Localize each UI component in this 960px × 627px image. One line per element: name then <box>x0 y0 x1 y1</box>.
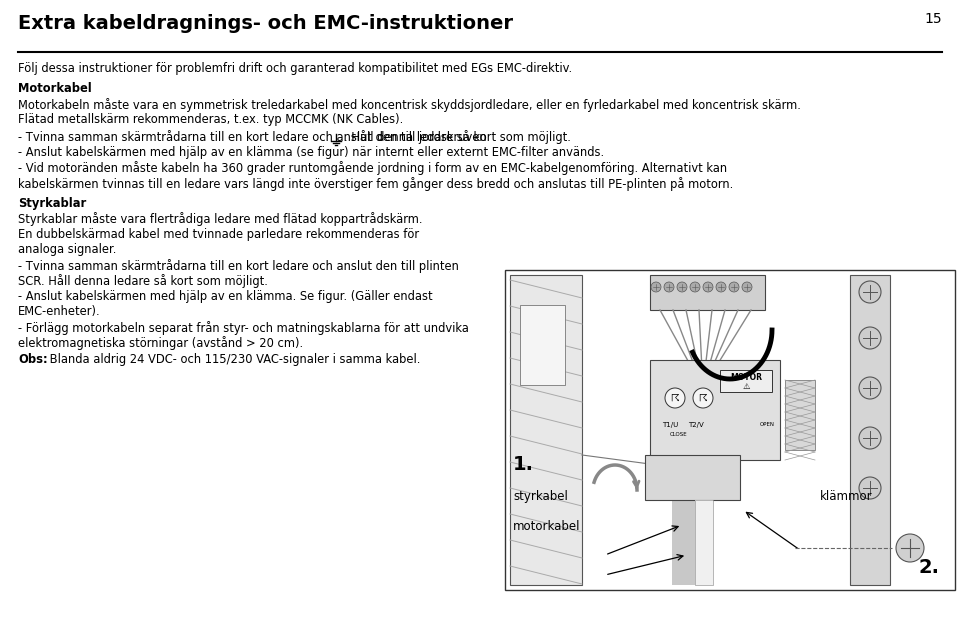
Bar <box>505 270 955 590</box>
Circle shape <box>690 282 700 292</box>
Text: - Förlägg motorkabeln separat från styr- och matningskablarna för att undvika: - Förlägg motorkabeln separat från styr-… <box>18 321 468 335</box>
Text: klämmor: klämmor <box>820 490 873 503</box>
Circle shape <box>729 282 739 292</box>
Bar <box>850 275 890 585</box>
Bar <box>672 455 712 585</box>
Text: - Anslut kabelskärmen med hjälp av en klämma. Se figur. (Gäller endast: - Anslut kabelskärmen med hjälp av en kl… <box>18 290 433 303</box>
Text: SCR. Håll denna ledare så kort som möjligt.: SCR. Håll denna ledare så kort som möjli… <box>18 275 268 288</box>
Text: analoga signaler.: analoga signaler. <box>18 243 116 256</box>
Bar <box>695 500 713 585</box>
Circle shape <box>665 388 685 408</box>
Circle shape <box>859 377 881 399</box>
Bar <box>645 455 740 500</box>
Bar <box>520 305 565 385</box>
Text: Följ dessa instruktioner för problemfri drift och garanterad kompatibilitet med : Följ dessa instruktioner för problemfri … <box>18 62 572 75</box>
Text: ⚠: ⚠ <box>742 381 750 391</box>
Text: . Håll denna ledare så kort som möjligt.: . Håll denna ledare så kort som möjligt. <box>344 130 571 144</box>
Text: 2.: 2. <box>919 558 940 577</box>
Circle shape <box>742 282 752 292</box>
Bar <box>695 500 713 585</box>
Circle shape <box>716 282 726 292</box>
Text: Extra kabeldragnings- och EMC-instruktioner: Extra kabeldragnings- och EMC-instruktio… <box>18 14 513 33</box>
Circle shape <box>859 427 881 449</box>
Circle shape <box>859 327 881 349</box>
Text: Motorkabeln måste vara en symmetrisk treledarkabel med koncentrisk skyddsjordled: Motorkabeln måste vara en symmetrisk tre… <box>18 98 801 112</box>
Text: Styrkablar: Styrkablar <box>18 197 86 210</box>
Text: T1/U: T1/U <box>662 422 679 428</box>
Circle shape <box>703 282 713 292</box>
Bar <box>650 360 780 460</box>
Text: Motorkabel: Motorkabel <box>18 82 92 95</box>
Text: T2/V: T2/V <box>688 422 704 428</box>
Text: MOTOR: MOTOR <box>730 374 762 382</box>
Text: elektromagnetiska störningar (avstånd > 20 cm).: elektromagnetiska störningar (avstånd > … <box>18 336 303 350</box>
Text: Blanda aldrig 24 VDC- och 115/230 VAC-signaler i samma kabel.: Blanda aldrig 24 VDC- och 115/230 VAC-si… <box>46 354 420 366</box>
Bar <box>720 370 772 392</box>
Bar <box>510 275 582 585</box>
Text: kabelskärmen tvinnas till en ledare vars längd inte överstiger fem gånger dess b: kabelskärmen tvinnas till en ledare vars… <box>18 177 733 191</box>
Bar <box>785 380 815 450</box>
Text: Styrkablar måste vara flertrådiga ledare med flätad koppartrådskärm.: Styrkablar måste vara flertrådiga ledare… <box>18 213 422 226</box>
Circle shape <box>651 282 661 292</box>
Text: - Vid motoränden måste kabeln ha 360 grader runtomgående jordning i form av en E: - Vid motoränden måste kabeln ha 360 gra… <box>18 161 727 175</box>
Circle shape <box>693 388 713 408</box>
Text: CLOSE: CLOSE <box>670 432 687 437</box>
Text: Obs:: Obs: <box>18 354 48 366</box>
Text: 1.: 1. <box>513 455 534 474</box>
Text: - Tvinna samman skärmtrådarna till en kort ledare och anslut den till jordskruve: - Tvinna samman skärmtrådarna till en ko… <box>18 130 487 144</box>
Text: - Tvinna samman skärmtrådarna till en kort ledare och anslut den till plinten: - Tvinna samman skärmtrådarna till en ko… <box>18 259 459 273</box>
Bar <box>650 275 765 310</box>
Circle shape <box>677 282 687 292</box>
Text: En dubbelskärmad kabel med tvinnade parledare rekommenderas för: En dubbelskärmad kabel med tvinnade parl… <box>18 228 420 241</box>
Text: 15: 15 <box>924 12 942 26</box>
Text: - Anslut kabelskärmen med hjälp av en klämma (se figur) när internt eller extern: - Anslut kabelskärmen med hjälp av en kl… <box>18 145 604 159</box>
Circle shape <box>896 534 924 562</box>
Text: OPEN: OPEN <box>760 422 775 427</box>
Text: styrkabel: styrkabel <box>513 490 568 503</box>
Text: motorkabel: motorkabel <box>513 520 581 533</box>
Circle shape <box>664 282 674 292</box>
Text: ☈: ☈ <box>699 393 708 403</box>
Text: ☈: ☈ <box>671 393 680 403</box>
Text: Flätad metallskärm rekommenderas, t.ex. typ MCCMK (NK Cables).: Flätad metallskärm rekommenderas, t.ex. … <box>18 113 403 126</box>
Circle shape <box>859 477 881 499</box>
Circle shape <box>859 281 881 303</box>
Text: EMC-enheter).: EMC-enheter). <box>18 305 101 319</box>
